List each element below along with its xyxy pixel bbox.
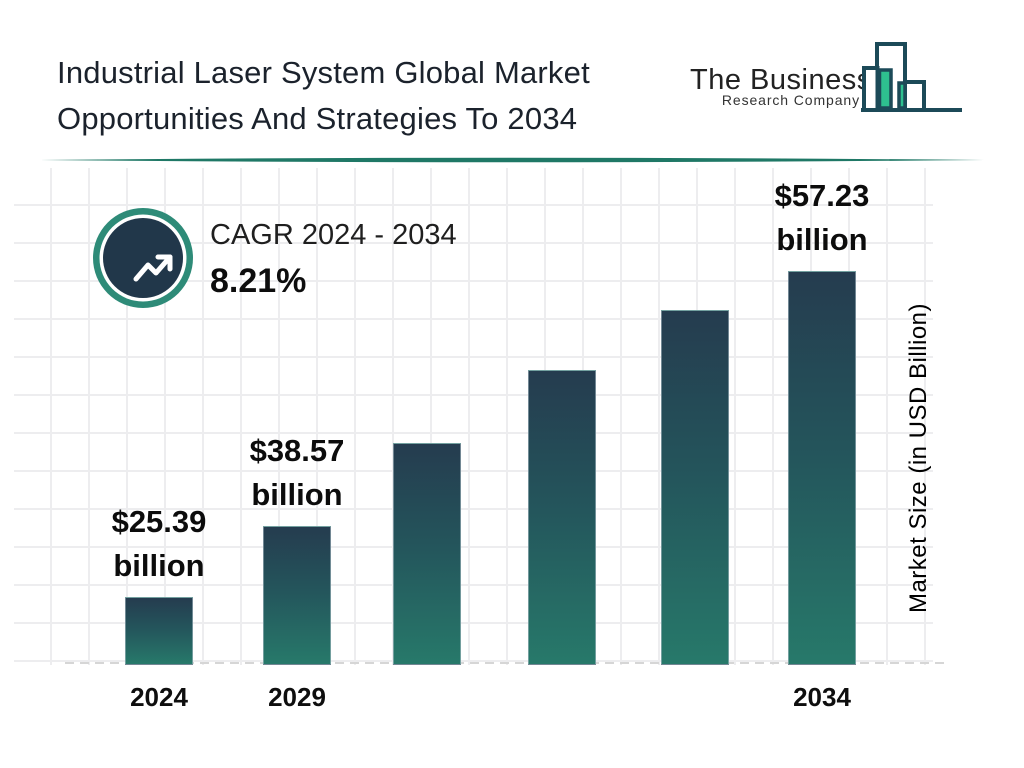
page-title: Industrial Laser System Global Market Op… [57, 50, 590, 142]
trending-up-icon [133, 254, 173, 282]
page-title-line1: Industrial Laser System Global Market [57, 55, 590, 90]
divider [40, 157, 984, 163]
bar-value-amount: $38.57 [249, 433, 345, 468]
cagr-badge [93, 208, 193, 308]
cagr-value: 8.21% [210, 262, 307, 300]
bar-value-unit: billion [776, 222, 868, 257]
x-axis-line [65, 662, 945, 664]
logo-company-subtitle: Research Company [721, 92, 860, 108]
x-tick-2034: 2034 [793, 682, 851, 712]
y-axis-title: Market Size (in USD Billion) [905, 302, 932, 614]
bar-2029 [263, 526, 331, 665]
bar-unlabeled-4 [528, 370, 596, 665]
bar-value-unit: billion [251, 477, 343, 512]
bar-chart-icon [861, 42, 962, 112]
bar-unlabeled-5 [661, 310, 729, 665]
x-tick-2024: 2024 [130, 682, 188, 712]
bar-2034 [788, 271, 856, 665]
x-tick-2029: 2029 [268, 682, 326, 712]
cagr-badge-disc [103, 218, 183, 298]
bar-value-label-2024: $25.39 billion [49, 500, 269, 588]
cagr-label: CAGR 2024 - 2034 [210, 219, 457, 251]
bar-value-unit: billion [113, 548, 205, 583]
bar-value-label-2034: $57.23 billion [712, 174, 932, 262]
bar-2024 [125, 597, 193, 665]
bar-value-label-2029: $38.57 billion [187, 429, 407, 517]
bar-value-amount: $57.23 [774, 178, 870, 213]
page-title-line2: Opportunities And Strategies To 2034 [57, 101, 578, 136]
bar-unlabeled-3 [393, 443, 461, 665]
bar-value-amount: $25.39 [111, 504, 207, 539]
logo-company-name: The Business [690, 64, 872, 96]
